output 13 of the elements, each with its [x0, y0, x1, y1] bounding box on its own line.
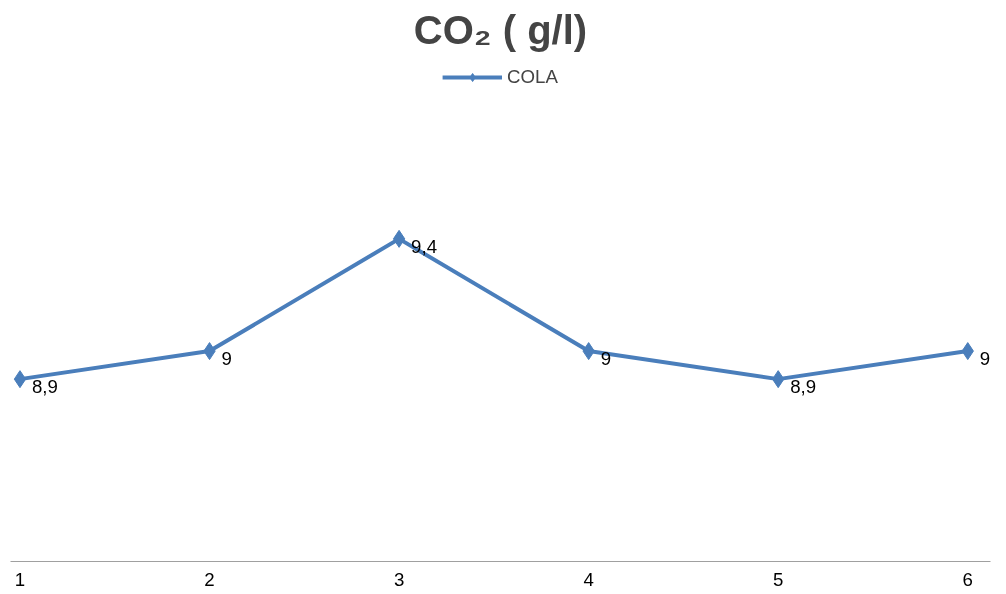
x-tick-label: 2 — [204, 568, 215, 590]
chart-title: CO₂ ( g/l) — [413, 7, 588, 52]
data-label: 8,9 — [790, 376, 817, 398]
x-tick-label: 4 — [583, 568, 594, 590]
legend-label: COLA — [507, 66, 558, 88]
data-label: 9 — [979, 348, 991, 370]
x-tick-label: 5 — [773, 568, 784, 590]
data-label: 8,9 — [31, 376, 58, 398]
x-tick-label: 1 — [14, 568, 26, 590]
data-label: 9 — [221, 348, 232, 370]
x-tick-label: 6 — [962, 568, 973, 590]
x-tick-label: 3 — [393, 568, 405, 590]
data-label: 9,4 — [411, 235, 438, 257]
